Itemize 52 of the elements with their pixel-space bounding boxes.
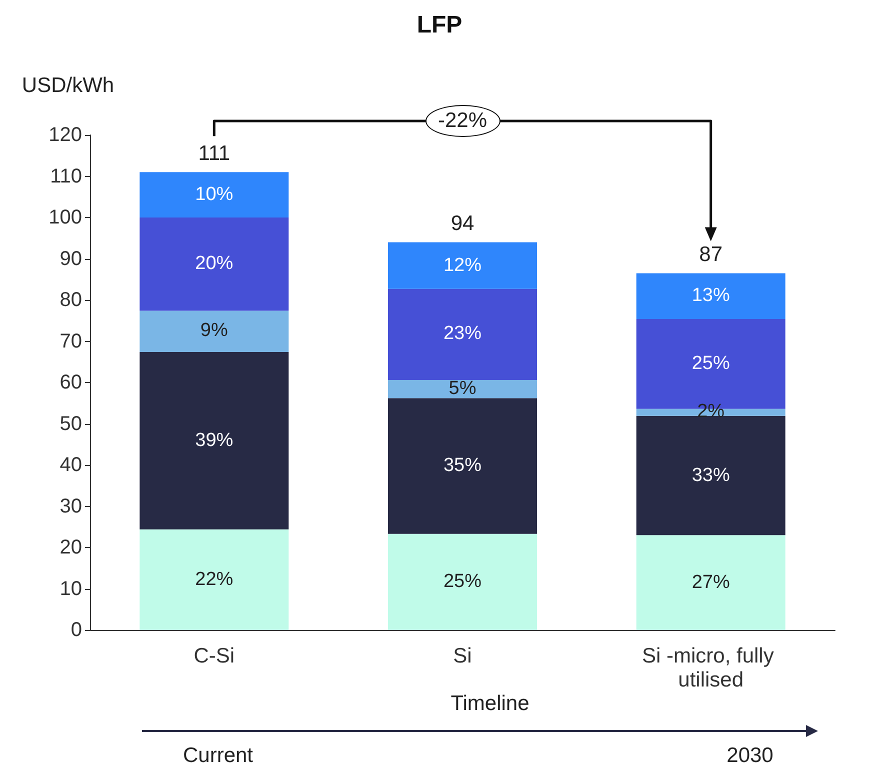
bar (636, 273, 786, 319)
total-label: 94 (450, 212, 474, 236)
annotation: 12% (443, 254, 482, 277)
bar (140, 352, 289, 530)
y-tick-label: 10 (60, 578, 82, 600)
annotation: 20% (195, 253, 234, 276)
y-tick-label: 30 (60, 495, 82, 518)
y-tick-label: 110 (50, 165, 82, 188)
annotation: 13% (692, 285, 730, 308)
bar (140, 529, 289, 630)
x-axis-title: Timeline (450, 692, 530, 716)
y-tick-label: 50 (60, 412, 82, 435)
x-tick-label: Si -micro, fully utilised (642, 644, 780, 692)
bar (388, 242, 537, 289)
annotation: 22% (195, 568, 234, 591)
annotation: 23% (443, 323, 482, 346)
y-tick-label: 60 (60, 372, 82, 394)
y-tick-label: 20 (60, 536, 82, 558)
text: -22% (424, 105, 500, 137)
total-label: 87 (699, 243, 723, 268)
annotation: 25% (443, 570, 482, 593)
annotation: 35% (443, 455, 482, 478)
y-tick-label: 90 (60, 248, 82, 270)
annotation: 33% (692, 464, 730, 487)
total-label: 111 (198, 142, 230, 166)
bar (636, 535, 786, 630)
y-tick-label: 0 (70, 619, 82, 641)
bar (388, 380, 537, 398)
annotation: 25% (692, 352, 730, 375)
bar (140, 172, 289, 218)
text: 2030 (726, 744, 774, 768)
bar (636, 416, 786, 536)
x-tick-label: Si (453, 644, 472, 668)
y-tick-label: 120 (48, 124, 82, 146)
text: Current (182, 744, 254, 768)
y-tick-label: 100 (48, 206, 82, 228)
annotation: 9% (200, 320, 228, 342)
annotation: 39% (195, 430, 234, 452)
bar (140, 218, 289, 311)
bar (388, 288, 537, 380)
y-tick-label: 40 (60, 454, 82, 476)
bar (388, 398, 537, 534)
x-tick-label: C-Si (194, 644, 235, 668)
annotation: 5% (448, 378, 476, 400)
y-axis-title: USD/kWh (22, 74, 114, 98)
y-tick-label: 80 (60, 289, 82, 311)
y-tick-label: 70 (60, 330, 82, 352)
chart-title: LFP (416, 12, 462, 38)
bar (388, 534, 537, 630)
annotation: 10% (195, 184, 234, 206)
bar (140, 310, 289, 352)
annotation: 27% (692, 572, 730, 594)
